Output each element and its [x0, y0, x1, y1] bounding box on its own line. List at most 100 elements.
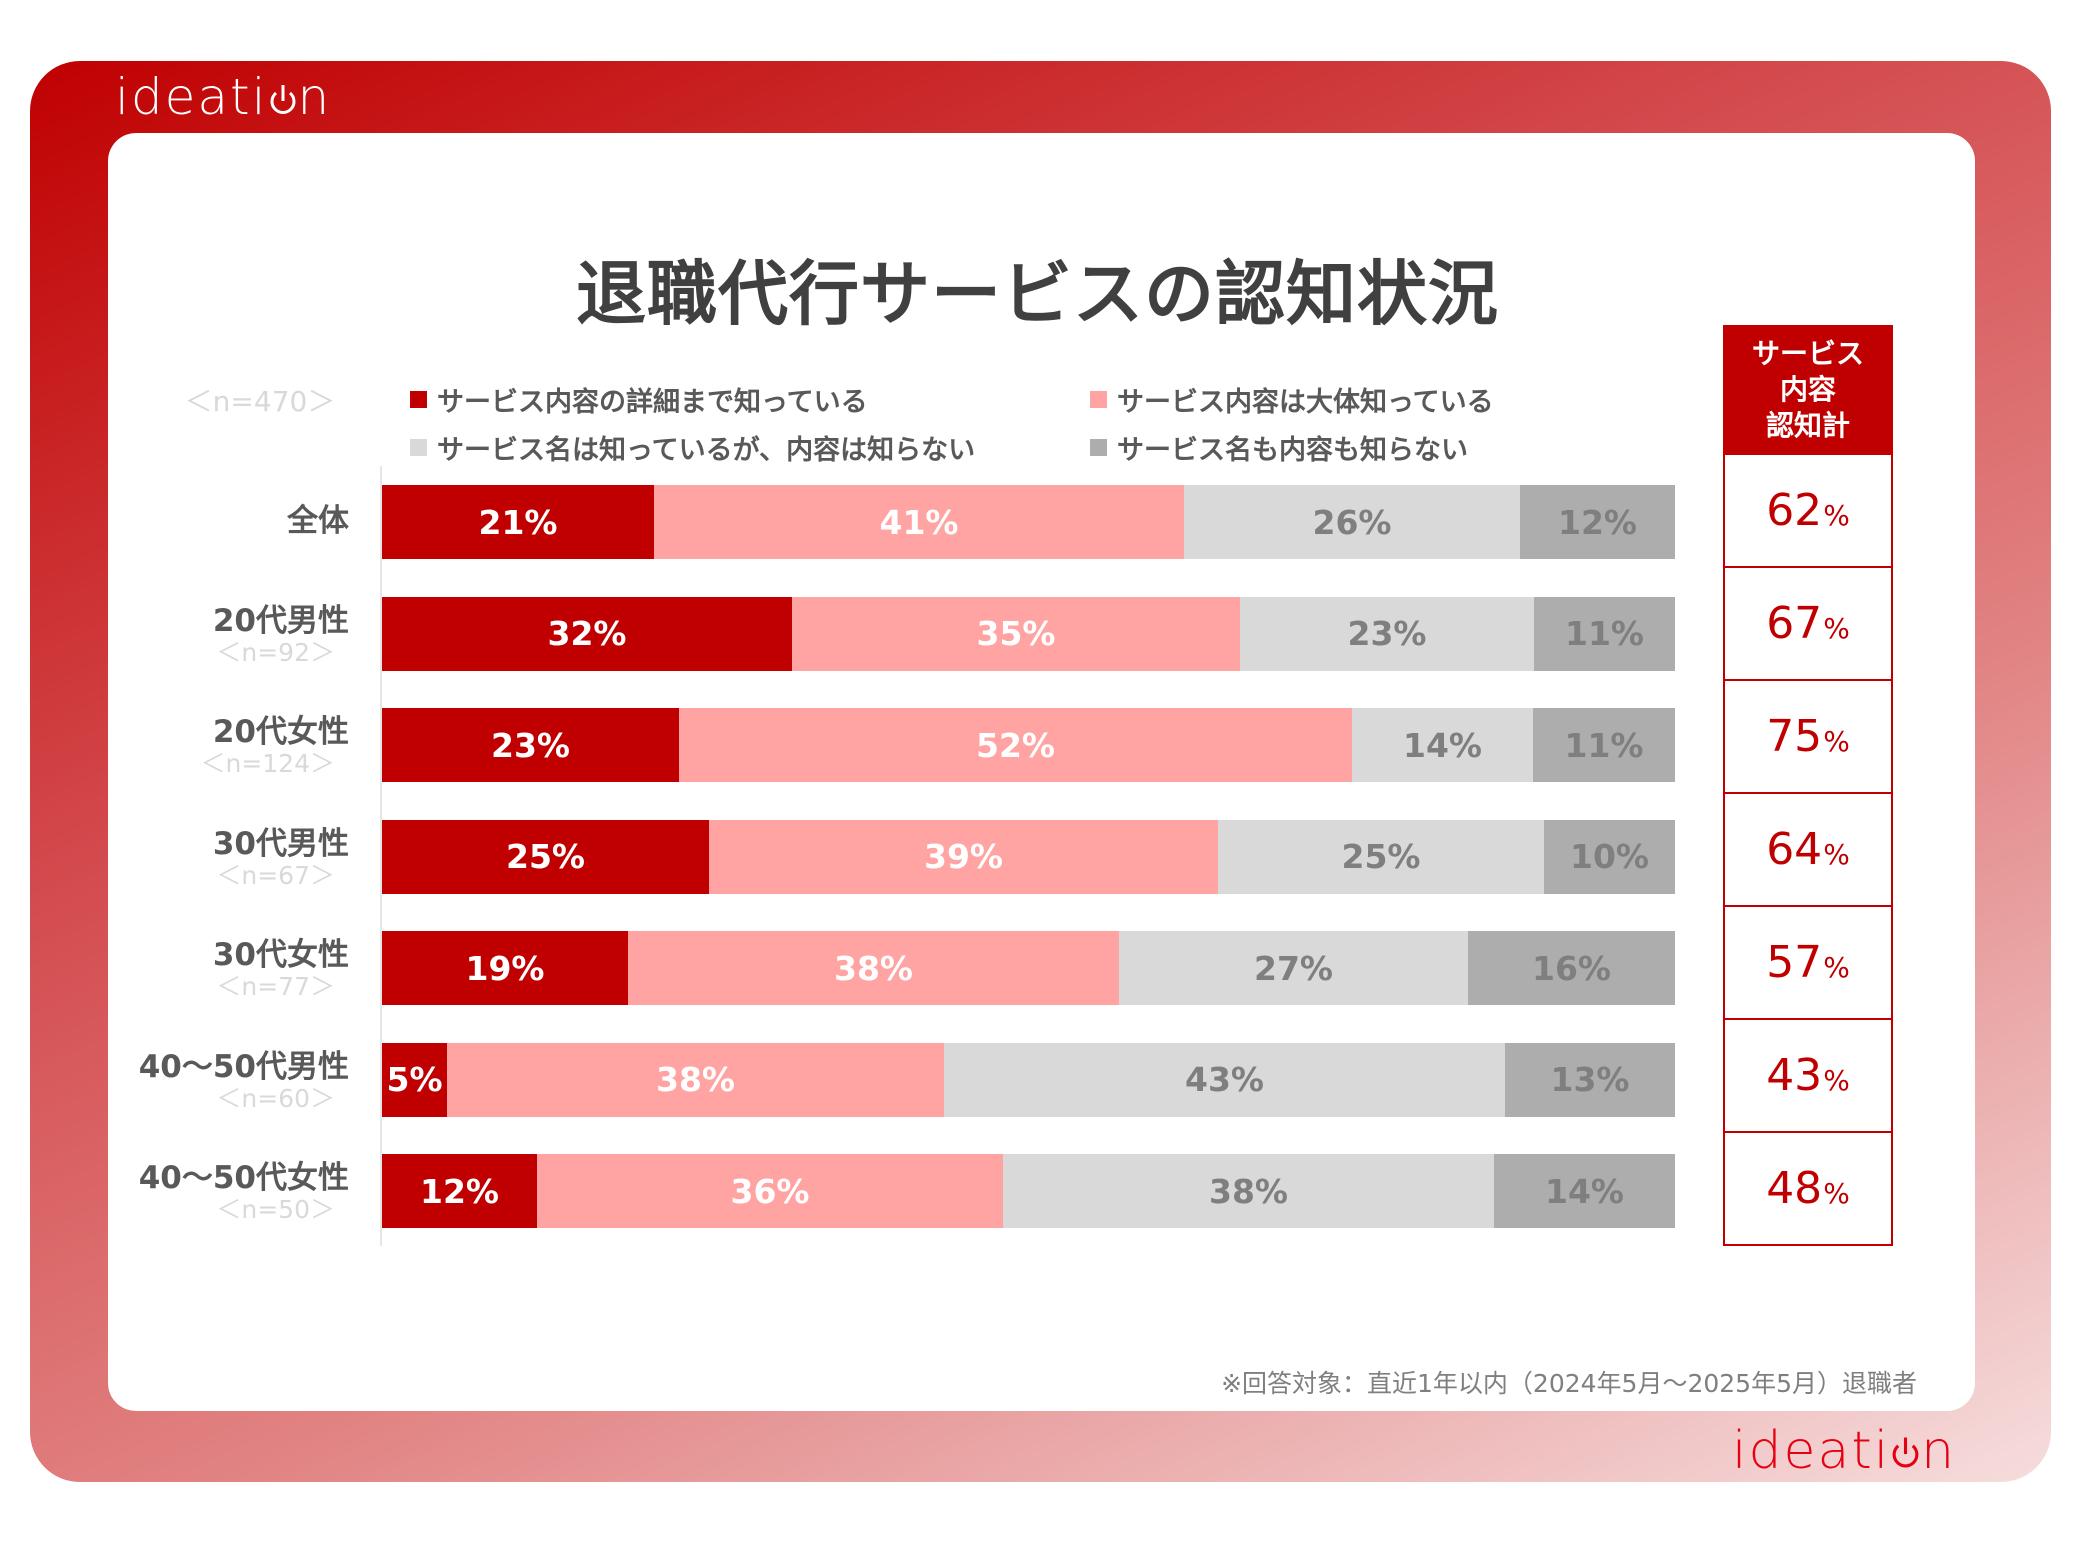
- data-label: 5%: [386, 1060, 443, 1099]
- awareness-total-cell: 43%: [1723, 1020, 1893, 1133]
- awareness-total-value: 48: [1766, 1163, 1823, 1214]
- awareness-total-value: 43: [1766, 1050, 1823, 1101]
- bar-segment-4: 11%: [1533, 708, 1675, 782]
- awareness-total-cell: 64%: [1723, 794, 1893, 907]
- data-label: 36%: [730, 1171, 810, 1211]
- sample-size-label: ＜n=92＞: [216, 637, 335, 667]
- data-label: 35%: [976, 614, 1056, 653]
- awareness-total-value: 75: [1766, 711, 1823, 762]
- legend-label: サービス名は知っているが、内容は知らない: [437, 435, 976, 466]
- total-sample-size: ＜n=470＞: [184, 385, 336, 418]
- awareness-total-value: 64: [1766, 824, 1823, 875]
- data-label: 32%: [547, 614, 627, 653]
- bar-segment-2: 36%: [537, 1154, 1003, 1228]
- ideation-logo-top: ideati n: [115, 72, 331, 122]
- bar-segment-3: 27%: [1119, 931, 1468, 1005]
- summary-header: サービス 内容 認知計: [1723, 325, 1893, 455]
- category-axis-line: [380, 466, 382, 1246]
- percent-sign: %: [1823, 951, 1850, 984]
- category-label: 30代女性 ＜n=77＞: [213, 937, 349, 1001]
- bar-segment-1: 25%: [382, 819, 709, 894]
- data-label: 12%: [1558, 502, 1637, 542]
- sample-size-label: ＜n=77＞: [216, 972, 335, 1001]
- legend-item: サービス内容の詳細まで知っている: [410, 380, 868, 419]
- data-label: 25%: [1341, 837, 1421, 876]
- data-label: 25%: [506, 837, 585, 876]
- bar-segment-3: 43%: [944, 1042, 1505, 1117]
- percent-sign: %: [1823, 1177, 1850, 1210]
- category-name: 30代男性: [212, 825, 349, 862]
- data-label: 19%: [465, 948, 545, 988]
- data-label: 41%: [879, 502, 959, 542]
- data-label: 14%: [1403, 725, 1482, 765]
- percent-sign: %: [1823, 725, 1850, 758]
- category-label: 40〜50代男性 ＜n=60＞: [139, 1049, 349, 1113]
- legend-swatch: [1090, 391, 1107, 408]
- category-name: 20代女性: [212, 714, 349, 750]
- data-label: 43%: [1185, 1060, 1264, 1099]
- data-label: 14%: [1545, 1171, 1624, 1211]
- bar-segment-4: 13%: [1505, 1042, 1675, 1117]
- data-label: 39%: [924, 837, 1003, 876]
- bar-segment-4: 16%: [1468, 931, 1675, 1005]
- data-label: 27%: [1254, 948, 1333, 988]
- power-icon: [1890, 1425, 1921, 1477]
- legend-item: サービス内容は大体知っている: [1090, 380, 1494, 419]
- category-name: 全体: [287, 503, 349, 539]
- data-label: 38%: [1209, 1171, 1288, 1211]
- logo-text: ideati: [115, 68, 268, 126]
- summary-header-line: 認知計: [1765, 409, 1850, 442]
- legend-label: サービス名も内容も知らない: [1117, 435, 1468, 466]
- percent-sign: %: [1823, 1064, 1850, 1097]
- logo-text-end: n: [297, 68, 332, 126]
- sample-size-label: ＜n=67＞: [216, 860, 335, 890]
- sample-size-label: ＜n=60＞: [216, 1083, 335, 1113]
- logo-text: ideati: [1732, 1421, 1891, 1481]
- percent-sign: %: [1823, 499, 1850, 532]
- legend-label: サービス内容の詳細まで知っている: [437, 387, 868, 418]
- sample-size-label: ＜n=124＞: [200, 749, 335, 778]
- awareness-total-cell: 62%: [1723, 455, 1893, 568]
- bar-segment-3: 26%: [1184, 485, 1520, 559]
- summary-header-line: 内容: [1779, 373, 1836, 406]
- bar-segment-2: 38%: [628, 931, 1119, 1005]
- awareness-total-cell: 67%: [1723, 568, 1893, 681]
- data-label: 11%: [1564, 725, 1644, 765]
- bar-segment-1: 32%: [382, 596, 792, 671]
- bar-segment-2: 41%: [654, 485, 1184, 559]
- bar-segment-2: 35%: [792, 596, 1240, 671]
- category-name: 20代男性: [212, 602, 349, 639]
- bar-segment-4: 12%: [1520, 485, 1675, 559]
- bar-segment-2: 52%: [679, 708, 1352, 782]
- bar-segment-1: 5%: [382, 1042, 447, 1117]
- awareness-total-cell: 75%: [1723, 681, 1893, 794]
- category-label: 全体: [287, 503, 349, 539]
- ideation-logo-bottom: ideati n: [1732, 1425, 1956, 1477]
- data-label: 12%: [420, 1171, 499, 1211]
- legend-swatch: [410, 439, 427, 456]
- category-label: 20代男性 ＜n=92＞: [213, 603, 349, 667]
- data-label: 38%: [656, 1060, 735, 1099]
- data-label: 13%: [1550, 1060, 1630, 1099]
- category-name: 40〜50代女性: [138, 1160, 349, 1196]
- chart-title: 退職代行サービスの認知状況: [576, 253, 1499, 335]
- bar-segment-3: 23%: [1240, 596, 1534, 671]
- legend-swatch: [1090, 439, 1107, 456]
- data-label: 38%: [834, 948, 913, 988]
- sample-size-label: ＜n=50＞: [216, 1195, 335, 1224]
- bar-segment-1: 19%: [382, 931, 628, 1005]
- category-label: 20代女性 ＜n=124＞: [200, 714, 349, 778]
- bar-segment-2: 38%: [447, 1042, 944, 1117]
- bar-segment-3: 25%: [1218, 819, 1544, 894]
- legend-item: サービス名は知っているが、内容は知らない: [410, 428, 975, 467]
- category-name: 30代女性: [212, 937, 349, 973]
- bar-segment-3: 14%: [1352, 708, 1533, 782]
- data-label: 23%: [491, 725, 570, 765]
- awareness-summary-table: サービス 内容 認知計 62% 67% 75% 64% 57% 43% 48%: [1723, 325, 1893, 1246]
- data-label: 11%: [1565, 614, 1644, 653]
- legend-swatch: [410, 391, 427, 408]
- legend-label: サービス内容は大体知っている: [1117, 387, 1494, 418]
- awareness-total-value: 67: [1766, 598, 1823, 649]
- data-label: 16%: [1532, 948, 1611, 988]
- data-label: 21%: [478, 502, 558, 542]
